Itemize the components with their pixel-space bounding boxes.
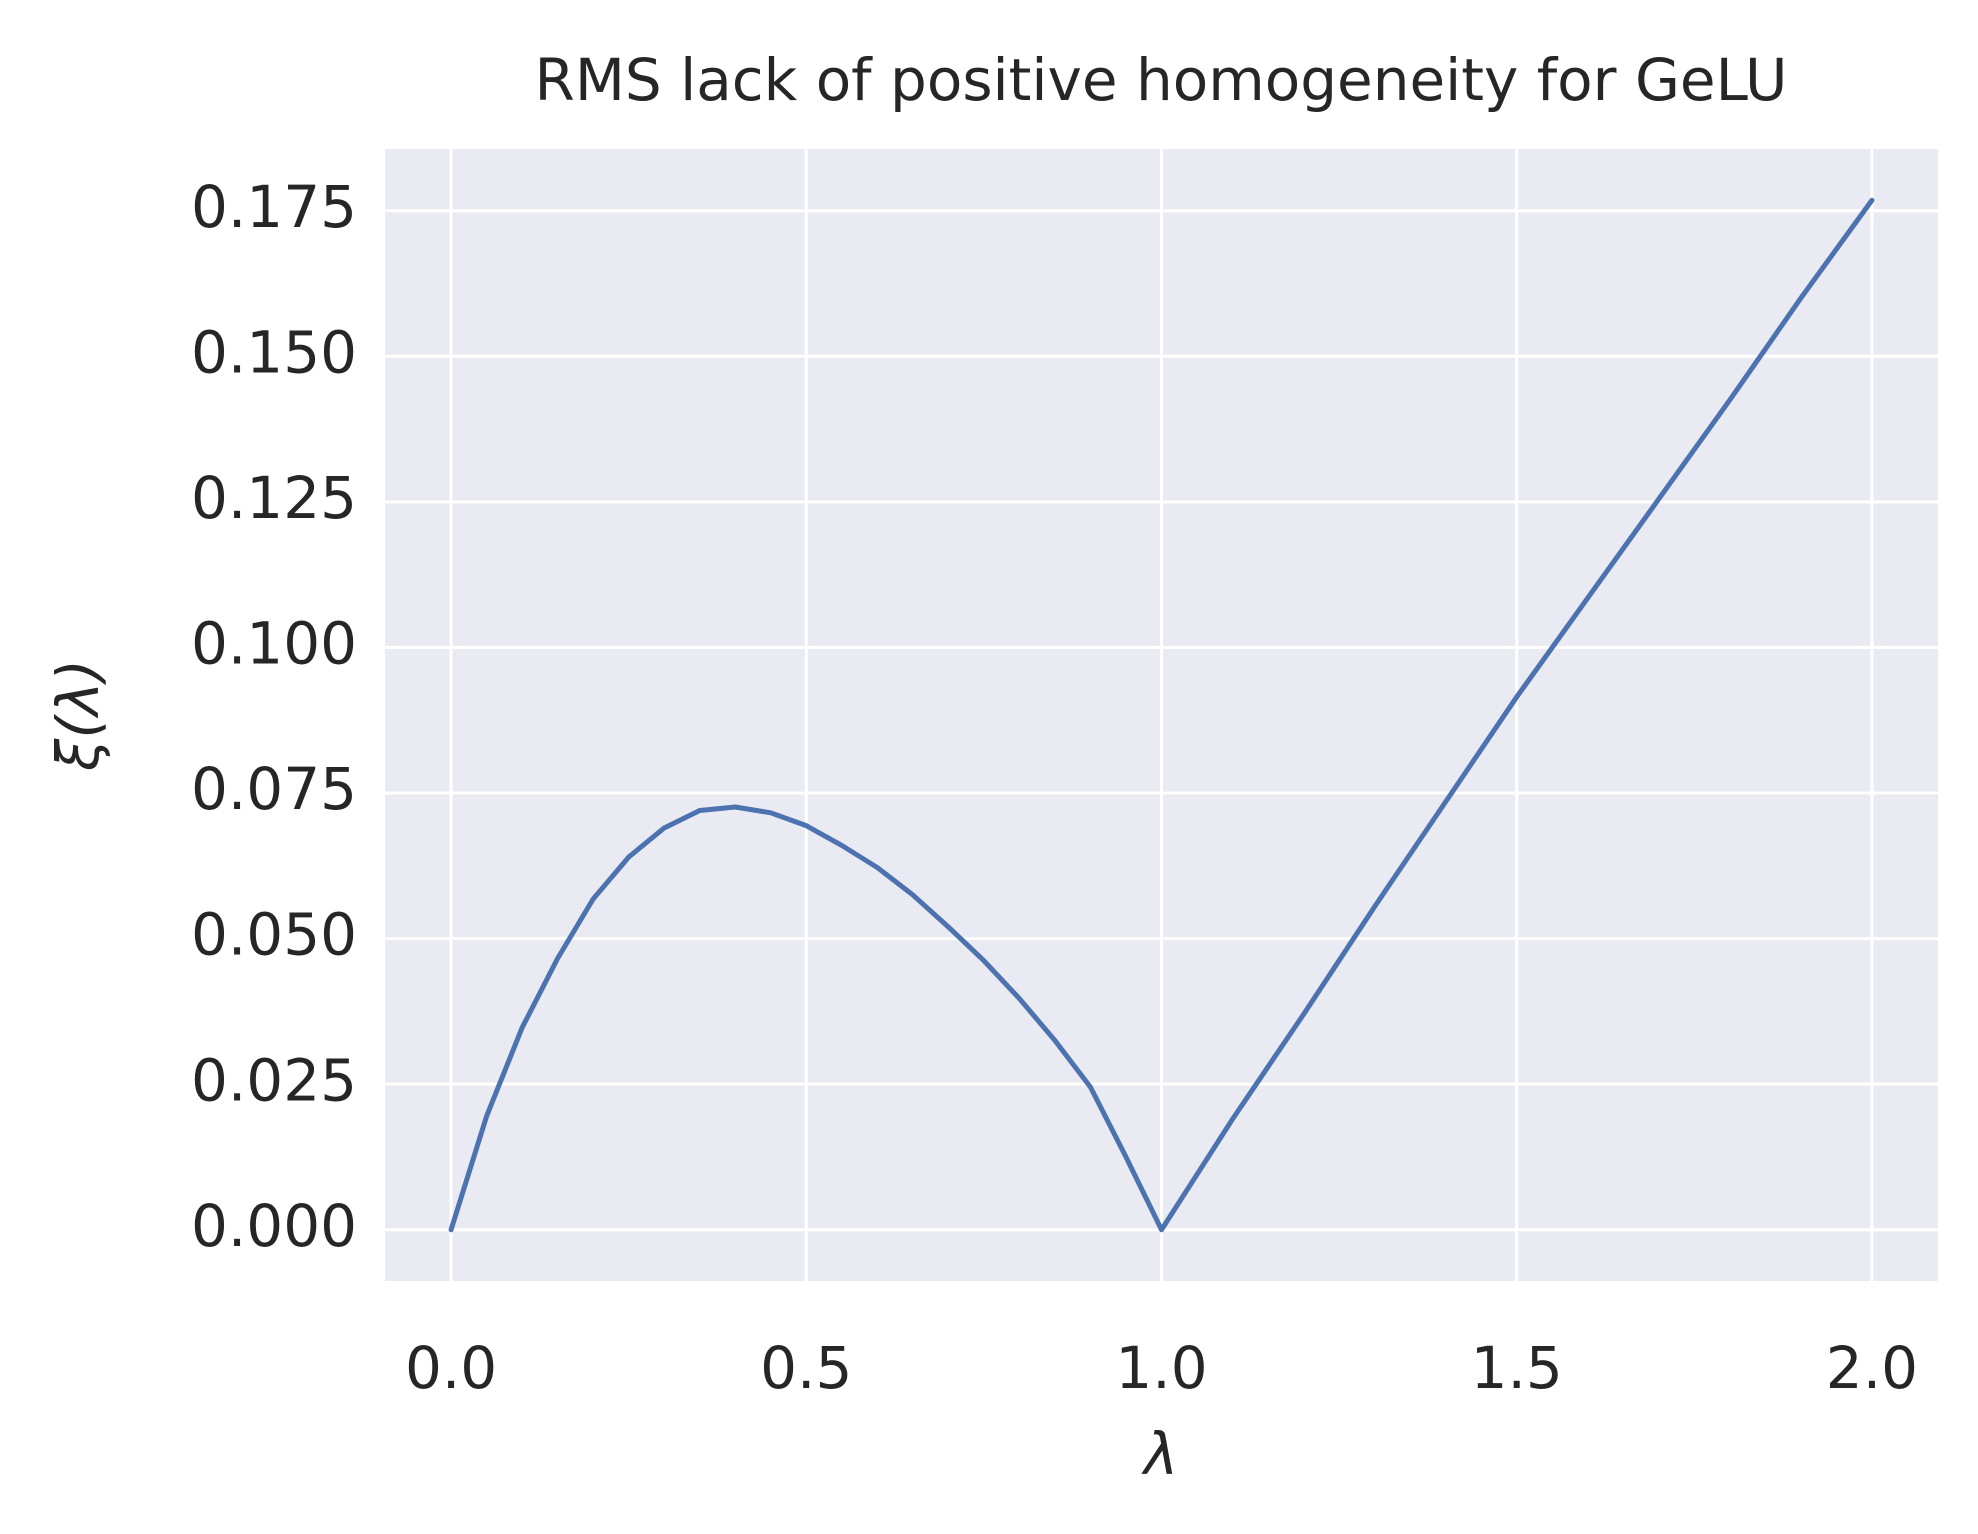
y-tick-label: 0.025 [191,1046,357,1114]
x-tick-label: 1.5 [1471,1334,1563,1402]
y-tick-label: 0.075 [191,755,357,823]
x-tick-label: 0.0 [405,1334,497,1402]
y-tick-label: 0.150 [191,318,357,386]
y-tick-label: 0.050 [191,901,357,969]
x-axis-label: λ [1141,1420,1178,1488]
x-tick-label: 2.0 [1826,1334,1918,1402]
y-tick-label: 0.100 [191,610,357,678]
line [448,197,1875,1233]
chart-title: RMS lack of positive homogeneity for GeL… [535,46,1788,114]
x-tick-label: 0.5 [760,1334,852,1402]
x-tick-label: 1.0 [1115,1334,1207,1402]
y-tick-label: 0.125 [191,464,357,532]
y-axis-label: ξ(λ) [44,659,112,772]
y-tick-label: 0.175 [191,173,357,241]
y-tick-label: 0.000 [191,1192,357,1260]
